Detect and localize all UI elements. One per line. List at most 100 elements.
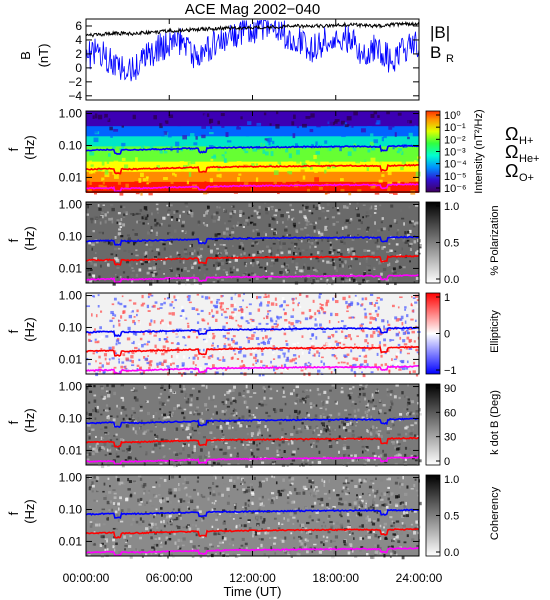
heatmap-speck (221, 125, 225, 128)
heatmap-speck (239, 248, 242, 251)
heatmap-speck (288, 234, 292, 237)
heatmap-speck (340, 252, 343, 257)
heatmap-speck (240, 372, 243, 375)
heatmap-speck (388, 277, 392, 281)
heatmap-speck (204, 362, 208, 366)
heatmap-speck (244, 512, 247, 516)
heatmap-speck (269, 463, 272, 466)
heatmap-speck (102, 371, 106, 375)
heatmap-speck (117, 211, 121, 215)
heatmap-speck (218, 541, 223, 545)
heatmap-speck (182, 355, 186, 359)
heatmap-speck (143, 182, 149, 186)
heatmap-speck (294, 357, 298, 360)
heatmap-speck (397, 112, 402, 116)
heatmap-speck (232, 254, 236, 258)
heatmap-speck (208, 460, 211, 465)
heatmap-speck (305, 539, 309, 542)
heatmap-speck (163, 524, 166, 528)
heatmap-speck (255, 337, 260, 340)
heatmap-speck (209, 118, 214, 123)
heatmap-speck (358, 495, 362, 499)
heatmap-speck (275, 320, 278, 323)
heatmap-speck (96, 476, 100, 481)
heatmap-speck (288, 153, 292, 159)
heatmap-speck (132, 319, 135, 324)
heatmap-speck (282, 242, 286, 245)
heatmap-speck (285, 359, 289, 362)
heatmap-speck (94, 417, 97, 420)
heatmap-speck (345, 300, 348, 305)
heatmap-speck (158, 337, 161, 342)
heatmap-speck (352, 549, 354, 553)
heatmap-speck (250, 501, 253, 504)
heatmap-speck (170, 523, 173, 526)
heatmap-speck (148, 267, 152, 270)
heatmap-speck (200, 116, 204, 119)
heatmap-speck (211, 364, 215, 368)
heatmap-speck (93, 394, 97, 397)
heatmap-speck (165, 332, 167, 335)
heatmap-speck (242, 146, 246, 151)
heatmap-speck (313, 429, 316, 432)
heatmap-speck (281, 296, 285, 301)
heatmap-speck (352, 364, 355, 367)
heatmap-speck (182, 443, 186, 445)
heatmap-speck (264, 151, 269, 156)
heatmap-speck (347, 251, 350, 254)
heatmap-speck (344, 261, 347, 265)
heatmap-speck (228, 261, 232, 264)
heatmap-speck (375, 122, 380, 125)
heatmap-speck (93, 499, 96, 502)
heatmap-speck (131, 267, 134, 269)
heatmap-speck (328, 250, 332, 254)
heatmap-speck (353, 501, 357, 505)
heatmap-speck (349, 387, 352, 390)
heatmap-speck (128, 263, 132, 267)
heatmap-speck (273, 206, 277, 210)
heatmap-speck (310, 406, 313, 409)
heatmap-speck (264, 138, 269, 142)
heatmap-speck (354, 506, 357, 510)
heatmap-speck (281, 364, 283, 368)
heatmap-speck (215, 300, 219, 304)
heatmap-speck (152, 273, 155, 277)
heatmap-speck (227, 445, 231, 450)
heatmap-speck (238, 524, 242, 527)
heatmap-speck (250, 262, 252, 265)
heatmap-speck (91, 247, 94, 251)
heatmap-speck (375, 400, 378, 404)
heatmap-speck (120, 205, 123, 209)
heatmap-speck (360, 364, 363, 367)
heatmap-speck (365, 500, 368, 503)
heatmap-speck (99, 362, 102, 365)
heatmap-speck (394, 446, 397, 450)
heatmap-speck (211, 237, 214, 239)
heatmap-speck (270, 151, 274, 157)
heatmap-speck (154, 424, 157, 427)
heatmap-speck (313, 225, 316, 230)
heatmap-speck (379, 505, 382, 509)
heatmap-speck (161, 362, 164, 366)
heatmap-speck (359, 513, 363, 517)
heatmap-speck (239, 223, 242, 226)
heatmap-speck (282, 308, 285, 311)
heatmap-speck (395, 553, 398, 557)
heatmap-speck (379, 496, 382, 500)
heatmap-speck (178, 506, 182, 509)
heatmap-speck (219, 306, 222, 309)
heatmap-speck (343, 446, 347, 449)
heatmap-speck (318, 354, 320, 357)
y-tick-label: 4 (75, 33, 82, 47)
heatmap-speck (325, 303, 328, 307)
heatmap-speck (187, 398, 190, 401)
heatmap-speck (306, 362, 310, 365)
heatmap-speck (112, 541, 116, 544)
heatmap-speck (274, 228, 277, 230)
heatmap-speck (369, 505, 373, 509)
heatmap-speck (317, 498, 321, 501)
heatmap-speck (209, 543, 213, 546)
heatmap-speck (117, 181, 121, 185)
x-tick-label: 24:00:00 (396, 571, 443, 585)
heatmap-speck (196, 462, 199, 464)
